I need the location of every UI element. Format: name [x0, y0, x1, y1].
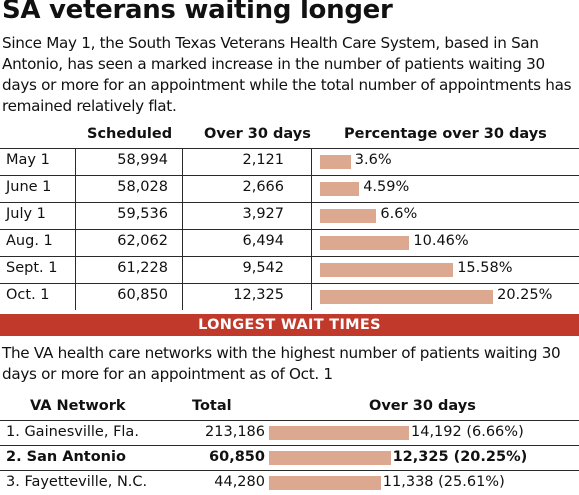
row-date: May 1 [6, 152, 50, 168]
column-divider [311, 257, 312, 283]
bar-label: 15.58% [457, 260, 513, 276]
row-network: 3. Fayetteville, N.C. [6, 474, 148, 490]
row-date: Oct. 1 [6, 287, 50, 303]
percentage-bar [320, 263, 454, 277]
table-row: June 1 58,028 2,666 4.59% [0, 175, 579, 202]
col-header-over30-network: Over 30 days [369, 398, 476, 414]
row-total: 44,280 [214, 474, 265, 490]
column-divider [182, 176, 183, 202]
column-divider [75, 149, 76, 175]
row-date: Sept. 1 [6, 260, 58, 276]
bar-label: 11,338 (25.61%) [382, 474, 505, 490]
row-date: June 1 [6, 179, 52, 195]
table-row: Aug. 1 62,062 6,494 10.46% [0, 229, 579, 256]
col-header-total: Total [192, 398, 232, 414]
page-title: SA veterans waiting longer [2, 0, 393, 25]
percentage-bar [320, 182, 360, 196]
column-divider [311, 149, 312, 175]
row-scheduled: 61,228 [117, 260, 168, 276]
row-over30: 9,542 [242, 260, 284, 276]
column-divider [182, 230, 183, 256]
row-over30: 6,494 [242, 233, 284, 249]
row-scheduled: 59,536 [117, 206, 168, 222]
column-divider [182, 149, 183, 175]
row-network: 2. San Antonio [6, 449, 126, 465]
column-divider [75, 230, 76, 256]
network-table: VA Network Total Over 30 days 1. Gainesv… [0, 394, 579, 495]
column-divider [182, 203, 183, 229]
row-network: 1. Gainesville, Fla. [6, 424, 139, 440]
intro-text: Since May 1, the South Texas Veterans He… [2, 34, 572, 115]
bar-label: 6.6% [380, 206, 418, 222]
row-scheduled: 62,062 [117, 233, 168, 249]
network-table-header: VA Network Total Over 30 days [0, 394, 579, 420]
row-over30: 12,325 [233, 287, 284, 303]
monthly-table: Scheduled Over 30 days Percentage over 3… [0, 122, 579, 310]
bar-label: 10.46% [413, 233, 469, 249]
column-divider [75, 176, 76, 202]
table-row: Sept. 1 61,228 9,542 15.58% [0, 256, 579, 283]
percentage-bar [320, 290, 494, 304]
over30-bar [269, 451, 391, 465]
network-table-body: 1. Gainesville, Fla. 213,186 14,192 (6.66%… [0, 420, 579, 495]
bar-label: 4.59% [363, 179, 410, 195]
column-divider [311, 230, 312, 256]
row-scheduled: 60,850 [117, 287, 168, 303]
row-over30: 2,666 [242, 179, 284, 195]
column-divider [311, 203, 312, 229]
col-header-network: VA Network [30, 398, 126, 414]
table-row: 3. Fayetteville, N.C. 44,280 11,338 (25.61… [0, 470, 579, 495]
table-row: Oct. 1 60,850 12,325 20.25% [0, 283, 579, 310]
column-divider [182, 284, 183, 310]
row-over30: 2,121 [242, 152, 284, 168]
column-divider [182, 257, 183, 283]
section-intro: The VA health care networks with the hig… [2, 344, 561, 383]
column-divider [311, 284, 312, 310]
row-date: Aug. 1 [6, 233, 53, 249]
section-banner: LONGEST WAIT TIMES [0, 314, 579, 336]
col-header-percentage: Percentage over 30 days [344, 126, 547, 142]
row-date: July 1 [6, 206, 46, 222]
row-scheduled: 58,994 [117, 152, 168, 168]
row-scheduled: 58,028 [117, 179, 168, 195]
row-total: 60,850 [209, 449, 265, 465]
table-row: July 1 59,536 3,927 6.6% [0, 202, 579, 229]
monthly-table-body: May 1 58,994 2,121 3.6% June 1 58,028 2,666 4.5… [0, 148, 579, 310]
bar-label: 3.6% [354, 152, 392, 168]
bar-label: 14,192 (6.66%) [411, 424, 524, 440]
column-divider [75, 284, 76, 310]
column-divider [75, 257, 76, 283]
column-divider [311, 176, 312, 202]
column-divider [75, 203, 76, 229]
row-over30: 3,927 [242, 206, 284, 222]
percentage-bar [320, 236, 410, 250]
monthly-table-header: Scheduled Over 30 days Percentage over 3… [0, 122, 579, 148]
table-row: May 1 58,994 2,121 3.6% [0, 148, 579, 175]
over30-bar [269, 426, 409, 440]
col-header-over30: Over 30 days [204, 126, 311, 142]
col-header-scheduled: Scheduled [87, 126, 173, 142]
bar-label: 20.25% [497, 287, 553, 303]
percentage-bar [320, 209, 377, 223]
table-row: 2. San Antonio 60,850 12,325 (20.25%) [0, 445, 579, 470]
bar-label: 12,325 (20.25%) [392, 449, 528, 465]
row-total: 213,186 [205, 424, 265, 440]
over30-bar [269, 476, 381, 490]
percentage-bar [320, 155, 351, 169]
table-row: 1. Gainesville, Fla. 213,186 14,192 (6.66%… [0, 420, 579, 445]
